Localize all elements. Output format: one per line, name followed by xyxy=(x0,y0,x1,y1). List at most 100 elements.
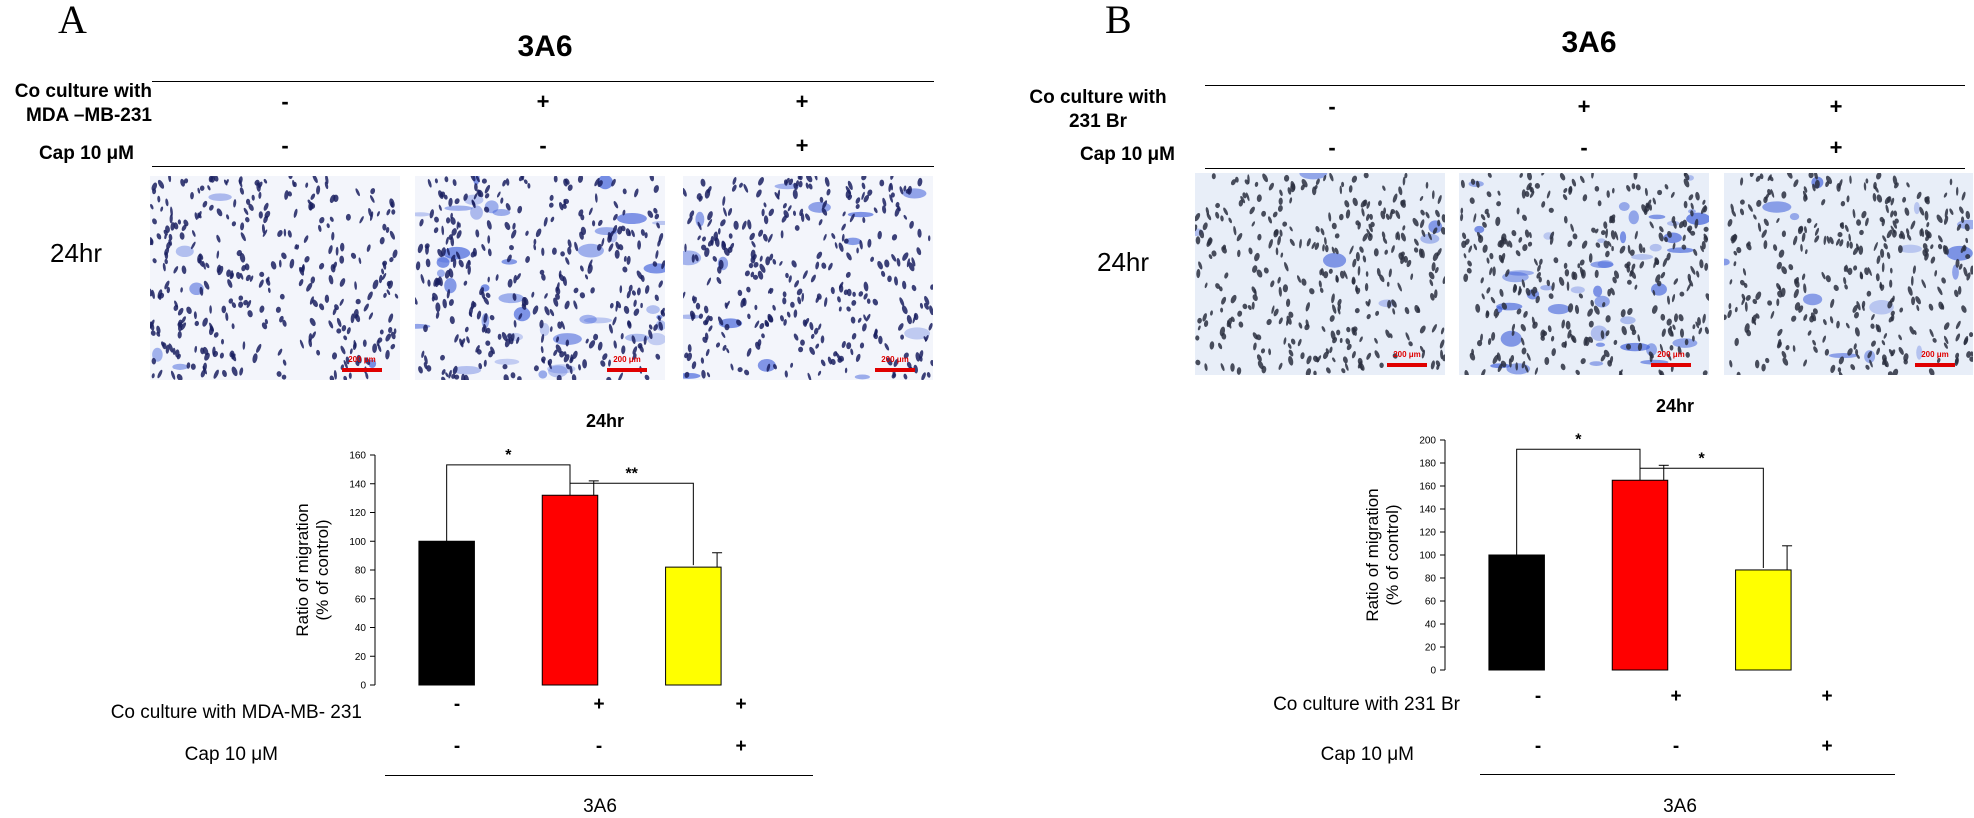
nucleus xyxy=(471,200,476,207)
nucleus xyxy=(1919,206,1925,216)
nucleus xyxy=(427,178,432,188)
nucleus xyxy=(209,305,212,314)
nucleus xyxy=(863,281,869,292)
stained-cell xyxy=(1724,258,1730,266)
nucleus xyxy=(800,212,805,222)
nucleus xyxy=(1431,262,1436,272)
nucleus xyxy=(1702,199,1706,205)
nucleus xyxy=(1413,238,1419,246)
nucleus xyxy=(850,348,854,356)
nucleus xyxy=(1331,293,1335,304)
nucleus xyxy=(1669,345,1674,351)
nucleus xyxy=(1690,230,1696,236)
nucleus xyxy=(1277,276,1281,284)
nucleus xyxy=(1533,258,1538,266)
stained-cell xyxy=(436,269,445,278)
nucleus xyxy=(1461,240,1467,248)
nucleus xyxy=(1803,314,1808,321)
nucleus xyxy=(1215,211,1220,219)
nucleus xyxy=(278,259,282,268)
nucleus xyxy=(328,320,334,329)
below-group-label: 3A6 xyxy=(1663,796,1697,817)
nucleus xyxy=(1662,257,1668,267)
nucleus xyxy=(350,252,357,259)
nucleus xyxy=(805,182,809,189)
nucleus xyxy=(1864,267,1869,276)
nucleus xyxy=(151,182,158,191)
nucleus xyxy=(772,304,776,311)
nucleus xyxy=(863,194,870,203)
nucleus xyxy=(1684,338,1689,346)
nucleus xyxy=(366,244,371,252)
nucleus xyxy=(1747,204,1753,212)
nucleus xyxy=(588,207,593,216)
nucleus xyxy=(867,189,873,196)
nucleus xyxy=(1848,233,1851,242)
nucleus xyxy=(718,259,724,270)
nucleus xyxy=(1570,223,1574,232)
nucleus xyxy=(1351,276,1356,285)
nucleus xyxy=(1840,201,1846,207)
y-tick-label: 160 xyxy=(1419,482,1436,493)
nucleus xyxy=(644,285,650,294)
nucleus xyxy=(912,314,917,324)
nucleus xyxy=(369,211,374,222)
nucleus xyxy=(577,176,584,183)
nucleus xyxy=(483,296,489,305)
nucleus xyxy=(1873,242,1878,251)
nucleus xyxy=(1541,201,1546,208)
nucleus xyxy=(435,311,440,319)
nucleus xyxy=(1534,367,1539,375)
nucleus xyxy=(194,320,200,327)
nucleus xyxy=(507,333,513,339)
nucleus xyxy=(1801,232,1806,242)
nucleus xyxy=(470,176,476,182)
nucleus xyxy=(1354,308,1360,314)
nucleus xyxy=(1345,338,1351,345)
nucleus xyxy=(1480,369,1486,375)
nucleus xyxy=(1872,193,1877,202)
nucleus xyxy=(637,343,643,349)
nucleus xyxy=(859,342,865,349)
nucleus xyxy=(284,190,289,200)
nucleus xyxy=(1702,370,1708,375)
nucleus xyxy=(1268,238,1273,249)
nucleus xyxy=(751,240,756,248)
nucleus xyxy=(1963,337,1969,345)
y-tick-label: 0 xyxy=(1430,666,1436,676)
nucleus xyxy=(835,352,842,361)
nucleus xyxy=(702,320,709,326)
nucleus xyxy=(1770,310,1775,319)
nucleus xyxy=(281,252,287,260)
nucleus xyxy=(1322,351,1329,360)
nucleus xyxy=(309,203,316,209)
nucleus xyxy=(1490,296,1496,304)
nucleus xyxy=(759,323,765,330)
nucleus xyxy=(1410,273,1414,281)
nucleus xyxy=(1803,186,1808,193)
nucleus xyxy=(1505,269,1510,277)
nucleus xyxy=(790,301,795,308)
nucleus xyxy=(1480,277,1484,284)
nucleus xyxy=(385,227,390,233)
nucleus xyxy=(1776,341,1782,349)
nucleus xyxy=(1268,348,1272,356)
nucleus xyxy=(425,258,431,268)
nucleus xyxy=(1609,356,1614,364)
nucleus xyxy=(746,286,751,293)
nucleus xyxy=(1642,247,1646,254)
nucleus xyxy=(1806,218,1812,224)
nucleus xyxy=(1331,246,1335,254)
nucleus xyxy=(1319,287,1324,293)
stained-cell xyxy=(1667,247,1694,254)
nucleus xyxy=(1267,216,1273,224)
nucleus xyxy=(312,176,318,183)
nucleus xyxy=(254,179,260,186)
nucleus xyxy=(483,359,487,367)
nucleus xyxy=(1875,273,1880,282)
nucleus xyxy=(1965,237,1969,244)
nucleus xyxy=(1677,346,1682,355)
nucleus xyxy=(533,365,539,372)
nucleus xyxy=(1536,272,1541,279)
